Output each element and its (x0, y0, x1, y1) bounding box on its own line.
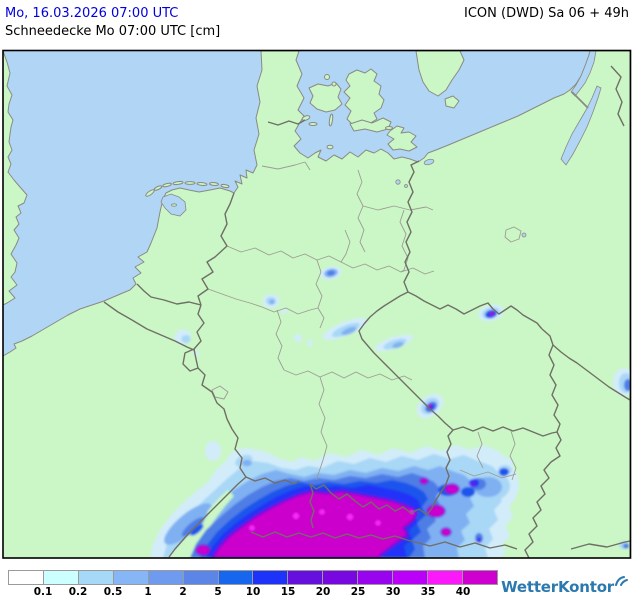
island-funen (308, 82, 343, 113)
legend-threshold-label: 35 (420, 586, 436, 598)
legend-threshold-label: 30 (385, 586, 401, 598)
legend-threshold-label: 0.1 (33, 586, 53, 598)
wetterkontor-logo: WetterKontor (501, 576, 628, 596)
legend-color-box (112, 570, 149, 585)
country-borders (103, 65, 630, 558)
legend-color-box (461, 570, 498, 585)
legend-threshold-label: 25 (350, 586, 366, 598)
legend-color-box (8, 570, 44, 585)
legend-color-box (357, 570, 394, 585)
wing-icon (615, 572, 628, 590)
lakes (160, 51, 602, 487)
island-zealand (343, 68, 385, 126)
legend-threshold-label: 40 (455, 586, 471, 598)
legend-color-box (392, 570, 429, 585)
legend-color-box (252, 570, 289, 585)
legend-color-box (322, 570, 359, 585)
small-islands (145, 74, 393, 197)
snow-cover (150, 266, 630, 558)
map-frame (2, 49, 632, 559)
land-england (3, 51, 28, 306)
legend-color-box (182, 570, 219, 585)
legend-threshold-label: 15 (280, 586, 296, 598)
legend-color-box (77, 570, 114, 585)
island-ruegen (386, 125, 418, 152)
legend-threshold-label: 0.5 (103, 586, 123, 598)
legend-color-scale (8, 570, 498, 585)
header-datetime: Mo, 16.03.2026 07:00 UTC (5, 6, 179, 21)
legend-threshold-label: 1 (144, 586, 152, 598)
legend-color-box (217, 570, 254, 585)
legend-color-box (147, 570, 184, 585)
legend-threshold-label: 20 (315, 586, 331, 598)
island-bornholm (444, 95, 460, 109)
legend-threshold-label: 0.2 (68, 586, 88, 598)
legend-threshold-label: 10 (245, 586, 261, 598)
header-subtitle: Schneedecke Mo 07:00 UTC [cm] (5, 24, 221, 39)
island-lolland (349, 117, 392, 133)
land-skane (415, 51, 465, 97)
state-borders (207, 161, 522, 481)
legend-threshold-label: 5 (214, 586, 222, 598)
legend-color-box (42, 570, 79, 585)
header-model-run: ICON (DWD) Sa 06 + 49h (464, 6, 629, 21)
legend-color-box (287, 570, 324, 585)
legend-color-box (427, 570, 463, 585)
legend-threshold-labels: 0.1 0.2 0.5 1 2 5 10 15 20 25 30 35 40 (8, 586, 498, 599)
logo-text: WetterKontor (501, 578, 614, 596)
legend-threshold-label: 2 (179, 586, 187, 598)
